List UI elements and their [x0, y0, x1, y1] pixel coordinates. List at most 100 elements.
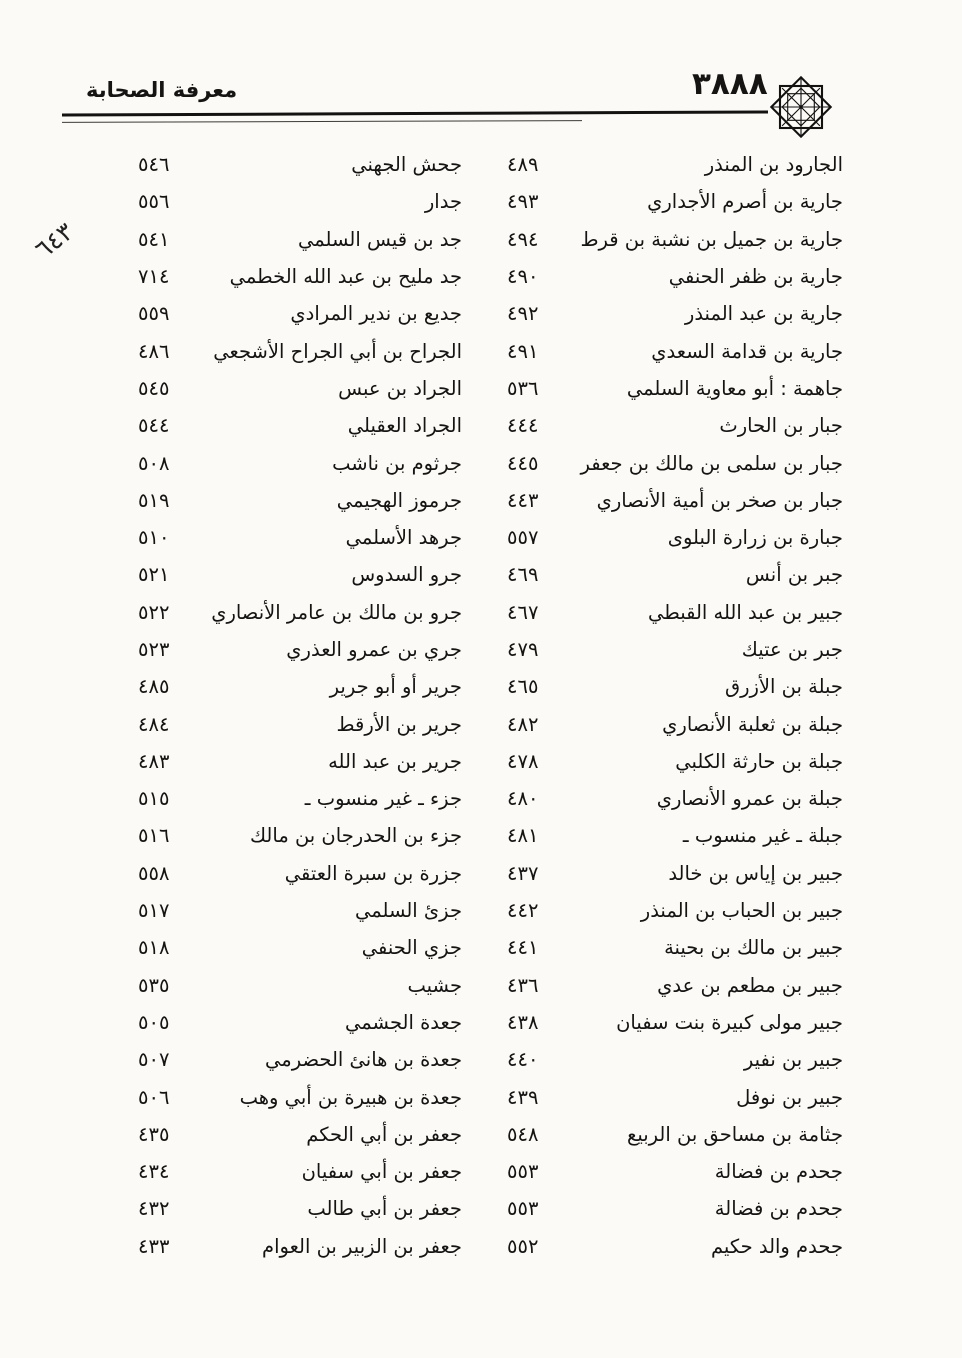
entry-page-number: ٤٤٥: [507, 451, 539, 475]
entry-page-number: ٥٥٦: [138, 190, 170, 214]
index-column-right: الجارود بن المنذر ٤٨٩ جارية بن أصرم الأجدا…: [505, 146, 843, 1265]
index-entry-row: جثامة بن مساحق بن الربيع ٥٤٨: [505, 1116, 843, 1153]
entry-name: جعفر بن أبي الحكم: [306, 1122, 462, 1146]
entry-page-number: ٤٩٤: [507, 227, 539, 251]
index-entry-row: جبير بن عبد الله القبطي ٤٦٧: [505, 594, 843, 631]
entry-page-number: ٤٣٦: [507, 973, 539, 997]
entry-name: جثامة بن مساحق بن الربيع: [626, 1122, 843, 1146]
entry-name: جزرة بن سبرة العتقي: [284, 861, 462, 885]
entry-page-number: ٥٤٦: [138, 153, 170, 177]
index-entry-row: جارية بن ظفر الحنفي ٤٩٠: [505, 258, 843, 295]
index-entry-row: جزرة بن سبرة العتقي ٥٥٨: [136, 855, 462, 892]
eight-pointed-star-ornament-icon: [769, 75, 833, 139]
entry-page-number: ٤٣٩: [507, 1085, 539, 1109]
entry-page-number: ٥٠٨: [138, 451, 170, 475]
entry-page-number: ٤٩٣: [507, 190, 539, 214]
index-entry-row: جبلة بن حارثة الكلبي ٤٧٨: [505, 743, 843, 780]
entry-page-number: ٥٥٢: [507, 1234, 539, 1258]
entry-name: جزئ السلمي: [354, 899, 462, 923]
entry-name: جحدم والد حكيم: [710, 1234, 843, 1258]
entry-name: جعدة بن هبيرة بن أبي وهب: [239, 1085, 462, 1109]
entry-name: جرموز الهجيمي: [336, 488, 462, 512]
index-entry-row: جرير بن الأرقط ٤٨٤: [136, 705, 462, 742]
entry-page-number: ٤٣٥: [138, 1122, 170, 1146]
entry-page-number: ٤٣٧: [507, 861, 539, 885]
entry-name: الجراد العقيلي: [347, 414, 462, 438]
index-entry-row: جبلة بن عمرو الأنصاري ٤٨٠: [505, 780, 843, 817]
index-entry-row: جرير بن عبد الله ٤٨٣: [136, 743, 462, 780]
entry-name: جارية بن جميل بن نشبة بن قرط: [580, 227, 843, 251]
entry-name: جبارة بن زرارة البلوى: [667, 526, 843, 550]
header-rule-secondary: [61, 120, 583, 124]
entry-page-number: ٤٨١: [507, 824, 539, 848]
entry-page-number: ٤٨٦: [138, 339, 170, 363]
entry-name: جارية بن قدامة السعدي: [651, 339, 843, 363]
entry-name: جبلة بن الأزرق: [724, 675, 843, 699]
entry-name: جشيب: [407, 973, 462, 997]
index-entry-row: الجراد بن عبس ٥٤٥: [136, 370, 462, 407]
index-entry-row: جعدة الجشمي ٥٠٥: [136, 1004, 462, 1041]
entry-page-number: ٥٥٣: [507, 1160, 539, 1184]
entry-name: الجراح بن أبي الجراح الأشجعي: [213, 339, 462, 363]
index-entry-row: جبار بن صخر بن أمية الأنصاري ٤٤٣: [505, 482, 843, 519]
entry-name: جارية بن عبد المنذر: [684, 302, 843, 326]
entry-name: جبير بن عبد الله القبطي: [647, 600, 843, 624]
entry-page-number: ٥١٩: [138, 488, 170, 512]
entry-name: جحش الجهني: [351, 153, 462, 177]
entry-page-number: ٥٠٥: [138, 1010, 170, 1034]
entry-page-number: ٥٢١: [138, 563, 170, 587]
index-entry-row: جبير بن نفير ٤٤٠: [505, 1041, 843, 1078]
entry-page-number: ٥٠٧: [138, 1048, 170, 1072]
index-entry-row: جبر بن عتيك ٤٧٩: [505, 631, 843, 668]
entry-name: جبير بن مالك بن بحينة: [664, 936, 843, 960]
entry-name: جارية بن ظفر الحنفي: [668, 265, 843, 289]
index-entry-row: جرو بن مالك بن عامر الأنصاري ٥٢٢: [136, 594, 462, 631]
entry-page-number: ٤٦٩: [507, 563, 539, 587]
entry-page-number: ٥٥٧: [507, 526, 539, 550]
index-entry-row: جزء بن الحدرجان بن مالك ٥١٦: [136, 817, 462, 854]
entry-page-number: ٥٠٦: [138, 1085, 170, 1109]
entry-page-number: ٤٤١: [507, 936, 539, 960]
entry-page-number: ٤٤٤: [507, 414, 539, 438]
entry-name: جاهمة : أبو معاوية السلمي: [626, 376, 843, 400]
index-entry-row: جرهد الأسلمي ٥١٠: [136, 519, 462, 556]
index-entry-row: جد مليح بن عبد الله الخطمي ٧١٤: [136, 258, 462, 295]
entry-page-number: ٥٥٣: [507, 1197, 539, 1221]
entry-page-number: ٥٢٣: [138, 638, 170, 661]
entry-name: جعفر بن أبي سفيان: [301, 1160, 462, 1184]
entry-page-number: ٥١٧: [138, 899, 170, 923]
index-entry-row: جارية بن عبد المنذر ٤٩٢: [505, 295, 843, 332]
entry-page-number: ٧١٤: [138, 265, 170, 289]
entry-name: جبر بن أنس: [745, 563, 843, 587]
entry-page-number: ٥٥٩: [138, 302, 170, 326]
entry-name: جديع بن ندير المرادي: [290, 302, 462, 326]
index-entry-row: الجراد العقيلي ٥٤٤: [136, 407, 462, 444]
handwritten-margin-note: ٦٤٣: [29, 216, 79, 265]
entry-name: جرير بن الأرقط: [336, 712, 462, 736]
entry-name: جبير بن إياس بن خالد: [668, 861, 843, 885]
entry-page-number: ٥٤١: [138, 227, 170, 251]
index-entry-row: جحدم بن فضالة ٥٥٣: [505, 1190, 843, 1227]
entry-name: جبلة ـ غير منسوب ـ: [682, 824, 843, 848]
header-rule: [61, 110, 769, 117]
entry-page-number: ٤٨٣: [138, 749, 170, 773]
entry-page-number: ٤٤٣: [507, 488, 539, 512]
entry-name: جبير بن نفير: [743, 1048, 843, 1072]
index-entry-row: جبير بن إياس بن خالد ٤٣٧: [505, 855, 843, 892]
entry-name: جد بن قيس السلمي: [298, 227, 462, 251]
entry-name: جارية بن أصرم الأجداري: [647, 190, 843, 214]
index-entry-row: جري بن عمرو العذري ٥٢٣: [136, 631, 462, 668]
entry-page-number: ٤٨٩: [507, 153, 539, 177]
index-entry-row: جعفر بن أبي الحكم ٤٣٥: [136, 1116, 462, 1153]
entry-page-number: ٤٦٥: [507, 675, 539, 699]
index-entry-row: جبير بن نوفل ٤٣٩: [505, 1078, 843, 1115]
index-entry-row: جد بن قيس السلمي ٥٤١: [136, 221, 462, 258]
entry-page-number: ٥٥٨: [138, 861, 170, 885]
entry-page-number: ٤٧٩: [507, 638, 539, 661]
entry-name: جبير بن مطعم بن عدي: [657, 973, 843, 997]
entry-page-number: ٤٣٣: [138, 1234, 170, 1258]
index-entry-row: جزي الحنفي ٥١٨: [136, 929, 462, 966]
index-entry-row: جارية بن أصرم الأجداري ٤٩٣: [505, 183, 843, 220]
index-entry-row: جعفر بن الزبير بن العوام ٤٣٣: [136, 1228, 462, 1265]
index-entry-row: جحدم بن فضالة ٥٥٣: [505, 1153, 843, 1190]
